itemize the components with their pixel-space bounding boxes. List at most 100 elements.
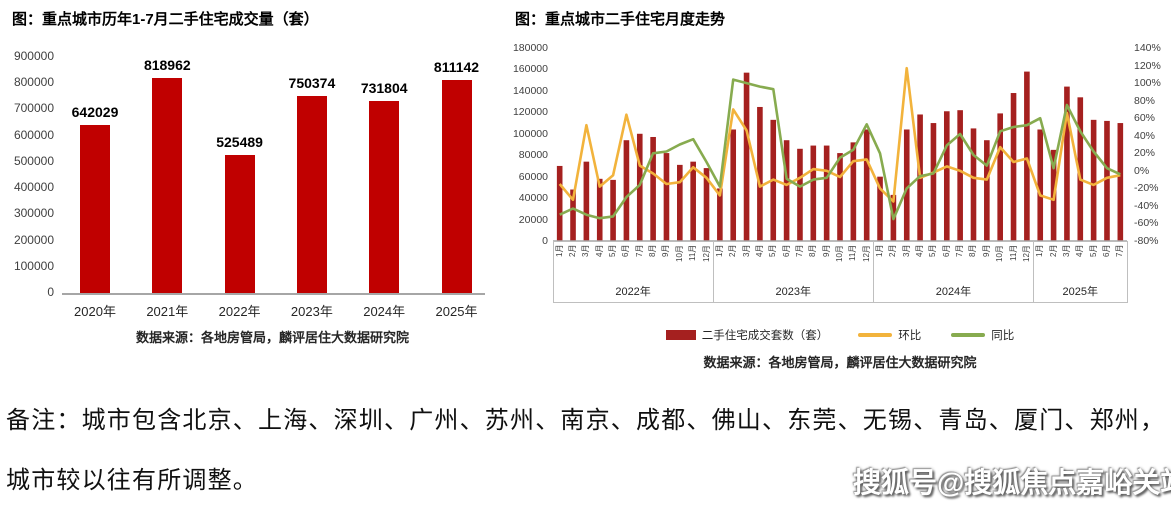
monthly-bar xyxy=(943,111,950,241)
watermark: 搜狐号@搜狐焦点嘉峪关站 xyxy=(853,467,1171,498)
monthly-bar xyxy=(757,106,763,241)
monthly-bar xyxy=(1104,120,1110,241)
year-divider xyxy=(1126,241,1128,303)
monthly-bar xyxy=(823,145,830,241)
annual-bar-value: 750374 xyxy=(288,75,336,92)
annual-x-category: 2021年 xyxy=(146,304,189,319)
monthly-month-label: 9月 xyxy=(981,244,991,257)
monthly-bar xyxy=(970,128,977,241)
year-divider xyxy=(872,241,874,303)
monthly-month-label: 9月 xyxy=(661,244,671,257)
monthly-left-y-tick-label: 80000 xyxy=(518,149,548,162)
monthly-bar xyxy=(863,129,870,241)
monthly-month-label: 12月 xyxy=(861,245,871,262)
annual-bar-value: 811142 xyxy=(433,59,480,76)
monthly-month-label: 12月 xyxy=(701,245,711,262)
monthly-bar xyxy=(930,123,937,241)
monthly-bar xyxy=(1024,71,1030,241)
monthly-month-label: 4月 xyxy=(1075,244,1085,257)
monthly-left-y-tick-label: 180000 xyxy=(512,42,548,54)
annual-bar xyxy=(296,96,327,293)
monthly-month-label: 5月 xyxy=(608,244,618,257)
monthly-bar xyxy=(797,148,803,241)
monthly-month-label: 4月 xyxy=(915,244,925,257)
monthly-right-y-tick-label: 120% xyxy=(1134,59,1161,72)
monthly-chart-source: 数据来源：各地房管局，麟评居住大数据研究院 xyxy=(703,355,977,370)
monthly-right-y-tick-label: 60% xyxy=(1134,112,1156,125)
monthly-left-y-tick-label: 100000 xyxy=(512,127,548,140)
monthly-month-label: 4月 xyxy=(594,244,604,257)
annual-y-tick-label: 900000 xyxy=(13,49,54,63)
annual-bar-value: 731804 xyxy=(360,80,408,97)
monthly-right-y-tick-label: -80% xyxy=(1134,235,1159,247)
monthly-bar xyxy=(703,168,710,241)
monthly-month-label: 5月 xyxy=(768,244,778,257)
monthly-month-label: 7月 xyxy=(1115,244,1125,257)
monthly-month-label: 2月 xyxy=(728,244,738,257)
monthly-month-label: 4月 xyxy=(754,244,764,257)
monthly-bar xyxy=(984,140,990,241)
monthly-right-y-tick-label: 80% xyxy=(1134,94,1156,107)
monthly-left-y-tick-label: 20000 xyxy=(518,213,548,226)
year-group-label: 2022年 xyxy=(615,286,651,298)
monthly-month-label: 1月 xyxy=(554,244,564,257)
monthly-bar xyxy=(1037,129,1044,241)
monthly-month-label: 8月 xyxy=(648,244,658,257)
monthly-bar xyxy=(1064,86,1070,241)
monthly-bar xyxy=(556,165,563,241)
year-row-bottom-rule xyxy=(553,302,1127,303)
monthly-right-y-tick-label: 100% xyxy=(1134,77,1161,90)
annual-x-category: 2020年 xyxy=(74,304,116,319)
year-group-label: 2024年 xyxy=(935,286,972,298)
monthly-bar xyxy=(623,140,630,241)
monthly-month-label: 3月 xyxy=(901,244,911,257)
monthly-bar xyxy=(730,129,737,241)
monthly-right-y-tick-label: 20% xyxy=(1134,147,1156,160)
annual-chart: 图：重点城市历年1-7月二手住宅成交量（套） 0 100000 200000 3000… xyxy=(0,0,495,355)
monthly-bar xyxy=(583,161,590,241)
monthly-bar xyxy=(663,153,670,241)
monthly-month-label: 11月 xyxy=(1008,244,1018,261)
annual-bar xyxy=(152,78,183,293)
legend-label-mom: 环比 xyxy=(898,330,922,342)
annual-y-tick-label: 500000 xyxy=(13,153,54,168)
monthly-month-label: 5月 xyxy=(928,244,938,257)
annual-x-category: 2022年 xyxy=(218,304,261,319)
annual-x-category: 2025年 xyxy=(435,304,478,319)
monthly-month-label: 11月 xyxy=(848,244,858,261)
monthly-left-y-tick-label: 160000 xyxy=(512,63,548,76)
monthly-month-label: 6月 xyxy=(621,244,631,257)
year-group-label: 2025年 xyxy=(1062,286,1098,298)
monthly-month-label: 2月 xyxy=(568,244,578,257)
year-group-label: 2023年 xyxy=(775,286,811,298)
monthly-month-label: 11月 xyxy=(688,244,698,261)
year-divider xyxy=(1033,241,1035,303)
monthly-left-y-tick-label: 0 xyxy=(542,235,548,247)
monthly-bar xyxy=(957,110,963,241)
annual-y-tick-label: 200000 xyxy=(13,232,54,247)
yoy-line xyxy=(559,78,1121,221)
monthly-month-label: 2月 xyxy=(888,244,898,257)
year-divider xyxy=(712,241,714,303)
annual-y-tick-label: 600000 xyxy=(13,127,54,142)
monthly-bar xyxy=(850,142,857,241)
monthly-left-y-tick-label: 60000 xyxy=(518,170,548,183)
monthly-month-label: 9月 xyxy=(821,244,831,257)
monthly-bar xyxy=(596,178,603,241)
monthly-bar xyxy=(997,113,1003,241)
monthly-month-label: 3月 xyxy=(581,244,591,257)
mom-line-swatch xyxy=(858,333,893,337)
annual-y-tick-label: 100000 xyxy=(13,258,54,273)
annual-bar-value: 642029 xyxy=(71,103,119,120)
annual-y-tick-label: 700000 xyxy=(13,101,54,116)
legend-label-volume: 二手住宅成交套数（套） xyxy=(701,330,829,342)
annual-bar xyxy=(80,124,110,293)
annual-y-tick-label: 300000 xyxy=(13,206,54,221)
monthly-month-label: 10月 xyxy=(995,245,1005,262)
monthly-right-y-tick-label: -40% xyxy=(1134,199,1159,212)
monthly-bar xyxy=(1077,97,1084,241)
monthly-left-y-tick-label: 40000 xyxy=(518,192,548,205)
note-line-2: 城市较以往有所调整。 xyxy=(6,468,258,494)
monthly-month-label: 3月 xyxy=(1061,244,1071,257)
